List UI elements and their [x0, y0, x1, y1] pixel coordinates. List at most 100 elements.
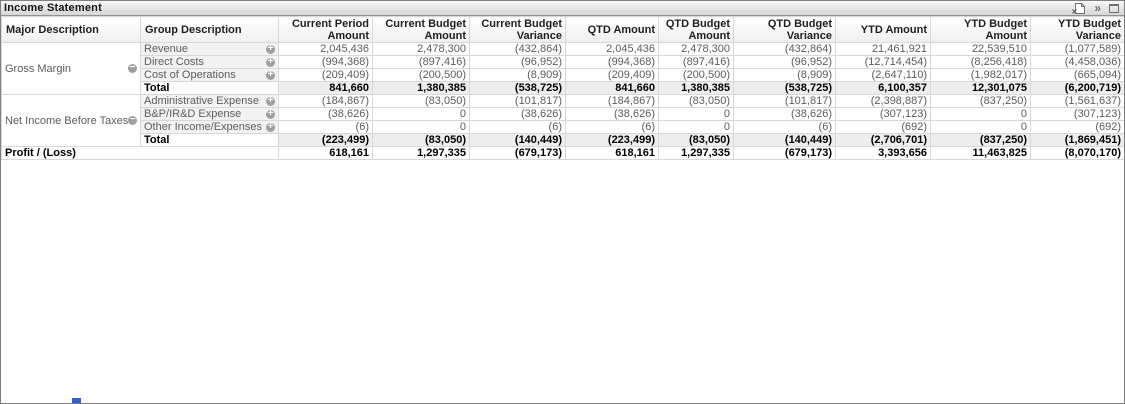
- value-cell: (209,409): [278, 68, 373, 82]
- column-header-qtd-amount: QTD Amount: [565, 16, 659, 43]
- pivot-table: Major Description Group Description Curr…: [1, 16, 1124, 160]
- maximize-icon[interactable]: [1109, 3, 1119, 13]
- expand-icon[interactable]: +: [266, 107, 275, 119]
- total-value-cell: (538,725): [469, 81, 566, 95]
- value-cell: (184,867): [278, 94, 373, 108]
- group-label: Administrative Expense: [144, 95, 259, 107]
- send-to-excel-icon[interactable]: [1071, 2, 1086, 15]
- value-cell: (2,398,887): [835, 94, 931, 108]
- total-value-cell: (140,449): [469, 133, 566, 147]
- bottom-edge-marker: [72, 398, 81, 403]
- value-cell: (692): [835, 120, 931, 134]
- value-cell: 22,539,510: [930, 42, 1031, 56]
- value-cell: (8,256,418): [930, 55, 1031, 69]
- total-value-cell: 6,100,357: [835, 81, 931, 95]
- column-header-ytd-amount: YTD Amount: [835, 16, 931, 43]
- group-description-cell[interactable]: Other Income/Expenses +: [140, 120, 279, 134]
- table-row: Other Income/Expenses + (6) 0 (6) (6) 0 …: [2, 120, 1124, 134]
- group-description-cell[interactable]: B&P/IR&D Expense +: [140, 107, 279, 121]
- group-description-cell[interactable]: Cost of Operations +: [140, 68, 279, 82]
- value-cell: (38,626): [733, 107, 836, 121]
- value-cell: (1,982,017): [930, 68, 1031, 82]
- value-cell: 2,045,436: [278, 42, 373, 56]
- column-header-group-description: Group Description: [140, 16, 279, 43]
- column-header-qtd-budget-amount: QTD Budget Amount: [658, 16, 734, 43]
- value-cell: (6): [733, 120, 836, 134]
- profit-value-cell: 618,161: [278, 146, 373, 160]
- value-cell: (6): [565, 120, 659, 134]
- value-cell: (8,909): [469, 68, 566, 82]
- value-cell: (38,626): [565, 107, 659, 121]
- group-label: B&P/IR&D Expense: [144, 108, 242, 120]
- total-value-cell: (83,050): [372, 133, 470, 147]
- value-cell: (4,458,036): [1030, 55, 1124, 69]
- profit-value-cell: 1,297,335: [372, 146, 470, 160]
- expand-icon[interactable]: +: [266, 120, 275, 132]
- profit-value-cell: (679,173): [733, 146, 836, 160]
- total-value-cell: (2,706,701): [835, 133, 931, 147]
- table-row: Direct Costs + (994,368) (897,416) (96,9…: [2, 55, 1124, 69]
- value-cell: (2,647,110): [835, 68, 931, 82]
- total-value-cell: 1,380,385: [372, 81, 470, 95]
- total-value-cell: (223,499): [565, 133, 659, 147]
- value-cell: (200,500): [658, 68, 734, 82]
- group-label: Cost of Operations: [144, 69, 236, 81]
- expand-icon[interactable]: +: [266, 55, 275, 67]
- profit-loss-label-cell: Profit / (Loss): [1, 146, 279, 160]
- value-cell: (200,500): [372, 68, 470, 82]
- total-value-cell: 841,660: [565, 81, 659, 95]
- header-row: Major Description Group Description Curr…: [1, 16, 1124, 43]
- total-value-cell: (223,499): [278, 133, 373, 147]
- total-row: Total 841,660 1,380,385 (538,725) 841,66…: [2, 81, 1124, 95]
- profit-value-cell: 11,463,825: [930, 146, 1031, 160]
- column-header-major-description: Major Description: [1, 16, 141, 43]
- value-cell: (8,909): [733, 68, 836, 82]
- major-description-cell[interactable]: Gross Margin −: [1, 42, 141, 95]
- profit-value-cell: (8,070,170): [1030, 146, 1124, 160]
- total-value-cell: 12,301,075: [930, 81, 1031, 95]
- value-cell: 0: [372, 120, 470, 134]
- value-cell: (38,626): [469, 107, 566, 121]
- value-cell: (1,077,589): [1030, 42, 1124, 56]
- total-value-cell: 841,660: [278, 81, 373, 95]
- value-cell: (6): [469, 120, 566, 134]
- value-cell: 0: [658, 120, 734, 134]
- group-label: Other Income/Expenses: [144, 121, 263, 133]
- column-header-ytd-budget-amount: YTD Budget Amount: [930, 16, 1031, 43]
- profit-value-cell: 1,297,335: [658, 146, 734, 160]
- page-title: Income Statement: [4, 1, 102, 14]
- group-description-cell[interactable]: Direct Costs +: [140, 55, 279, 69]
- column-header-current-period-amount: Current Period Amount: [278, 16, 373, 43]
- value-cell: 2,045,436: [565, 42, 659, 56]
- total-value-cell: 1,380,385: [658, 81, 734, 95]
- column-header-qtd-budget-variance: QTD Budget Variance: [733, 16, 836, 43]
- value-cell: (837,250): [930, 94, 1031, 108]
- profit-value-cell: (679,173): [469, 146, 566, 160]
- group-description-cell[interactable]: Revenue +: [140, 42, 279, 56]
- total-label-cell: Total: [140, 81, 279, 95]
- column-header-current-budget-variance: Current Budget Variance: [469, 16, 566, 43]
- collapse-icon[interactable]: −: [128, 62, 137, 73]
- profit-loss-row: Profit / (Loss) 618,161 1,297,335 (679,1…: [1, 146, 1124, 160]
- column-header-current-budget-amount: Current Budget Amount: [372, 16, 470, 43]
- value-cell: 0: [372, 107, 470, 121]
- value-cell: (307,123): [1030, 107, 1124, 121]
- caption-bar: Income Statement »: [1, 1, 1124, 16]
- fast-forward-icon[interactable]: »: [1094, 0, 1101, 15]
- major-description-cell[interactable]: Net Income Before Taxes −: [1, 94, 141, 147]
- column-header-ytd-budget-variance: YTD Budget Variance: [1030, 16, 1124, 43]
- value-cell: (184,867): [565, 94, 659, 108]
- expand-icon[interactable]: +: [266, 68, 275, 80]
- expand-icon[interactable]: +: [266, 42, 275, 54]
- group-description-cell[interactable]: Administrative Expense +: [140, 94, 279, 108]
- value-cell: (96,952): [469, 55, 566, 69]
- value-cell: (897,416): [372, 55, 470, 69]
- major-label: Net Income Before Taxes: [5, 114, 129, 127]
- value-cell: (83,050): [658, 94, 734, 108]
- total-value-cell: (83,050): [658, 133, 734, 147]
- total-value-cell: (538,725): [733, 81, 836, 95]
- total-value-cell: (837,250): [930, 133, 1031, 147]
- collapse-icon[interactable]: −: [128, 114, 138, 125]
- expand-icon[interactable]: +: [266, 94, 275, 106]
